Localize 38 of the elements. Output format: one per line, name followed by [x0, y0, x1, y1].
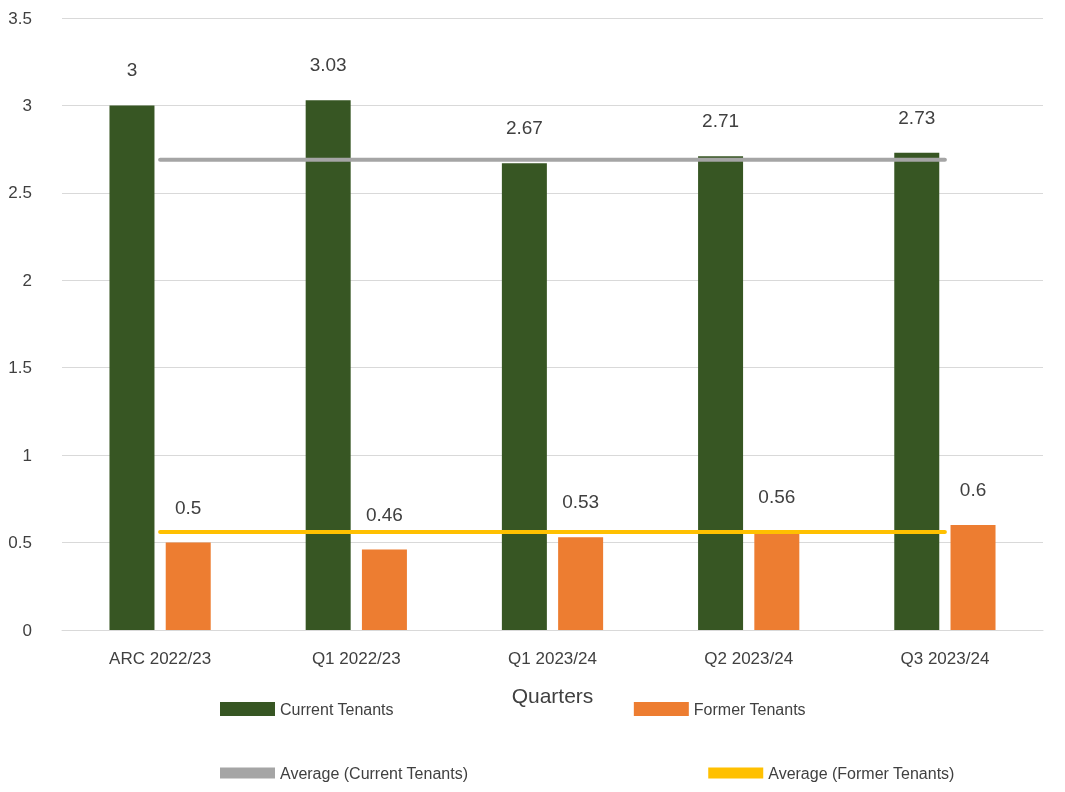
y-tick-label: 2 — [22, 270, 32, 290]
x-tick-label: Q2 2023/24 — [704, 649, 794, 668]
legend-label: Current Tenants — [280, 700, 394, 718]
bar — [558, 537, 604, 630]
x-tick-label: Q3 2023/24 — [900, 649, 990, 668]
legend-label: Former Tenants — [693, 700, 806, 718]
data-label: 0.6 — [959, 479, 987, 501]
data-label: 0.46 — [365, 503, 403, 525]
y-tick-label: 1.5 — [8, 358, 32, 378]
data-label: 3.03 — [309, 54, 347, 76]
x-tick-label: ARC 2022/23 — [109, 649, 212, 668]
data-label: 3 — [126, 59, 138, 81]
x-axis-title: Quarters — [511, 684, 594, 707]
bar — [501, 163, 547, 630]
data-label: 2.71 — [702, 110, 740, 132]
bar — [109, 105, 155, 630]
legend-label: Average (Current Tenants) — [280, 764, 468, 782]
y-tick-label: 3.5 — [8, 8, 32, 28]
data-label: 2.67 — [505, 117, 543, 139]
data-label: 2.73 — [898, 106, 936, 128]
y-tick-label: 0.5 — [8, 533, 32, 553]
y-tick-label: 2.5 — [8, 183, 32, 203]
bar — [698, 156, 744, 630]
data-label: 0.5 — [175, 496, 202, 518]
x-tick-label: Q1 2022/23 — [311, 649, 401, 668]
bar — [754, 532, 800, 630]
data-label: 0.56 — [758, 486, 796, 508]
bar — [894, 152, 940, 630]
legend-label: Average (Former Tenants) — [768, 764, 955, 782]
bar — [305, 100, 351, 630]
y-tick-label: 3 — [22, 95, 32, 115]
bar — [361, 549, 407, 630]
bar — [165, 542, 211, 630]
x-tick-label: Q1 2023/24 — [508, 649, 597, 668]
y-tick-label: 0 — [22, 620, 32, 640]
data-label: 0.53 — [562, 491, 600, 513]
bar — [950, 525, 996, 630]
y-tick-label: 1 — [22, 445, 32, 465]
